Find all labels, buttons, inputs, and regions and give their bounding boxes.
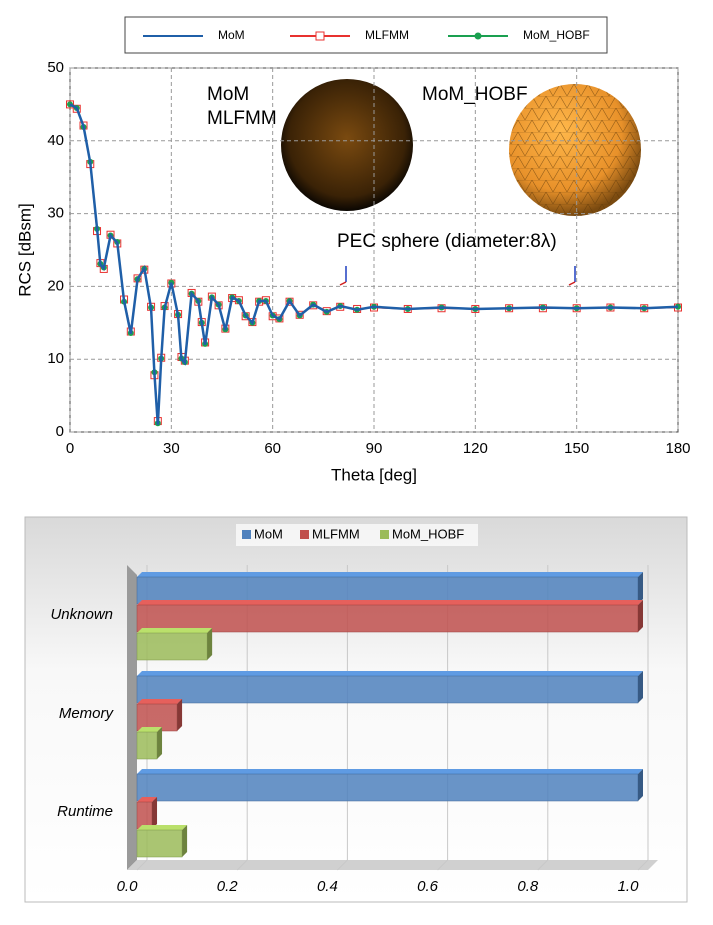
grid-line: [537, 859, 549, 871]
axis-glyph: [339, 266, 576, 286]
grid-line: [637, 859, 649, 871]
bar-side: [177, 699, 183, 731]
bar-side: [638, 769, 643, 801]
bar-side: [182, 825, 188, 857]
bar-side: [152, 797, 158, 829]
legend-swatch: [300, 530, 309, 539]
legend-label: MoM_HOBF: [523, 28, 590, 42]
bar-top: [137, 825, 188, 830]
bar-top: [137, 769, 643, 774]
y-tick-label: 10: [47, 350, 64, 367]
legend-label: MoM: [218, 28, 245, 42]
bar: [136, 829, 183, 858]
x-axis-label: Theta [deg]: [331, 465, 417, 484]
x-tick-label: 90: [366, 440, 383, 457]
grid-line: [136, 859, 148, 871]
legend-swatch: [315, 31, 325, 41]
x-tick-label: 0.8: [517, 878, 539, 895]
bar: [136, 632, 208, 661]
legend-label: MoM_HOBF: [392, 526, 464, 541]
grid-line: [337, 859, 348, 871]
bar: [136, 731, 158, 760]
bar-top: [137, 600, 643, 605]
bar: [136, 675, 639, 704]
sphere-mesh: [509, 84, 641, 216]
y-tick-label: Unknown: [50, 606, 113, 623]
bar-top: [137, 628, 213, 633]
bar-side: [638, 600, 643, 632]
legend-swatch: [474, 32, 482, 40]
floor: [127, 860, 658, 870]
bar: [136, 576, 639, 605]
y-axis-label: RCS [dBsm]: [15, 203, 34, 297]
bar: [136, 801, 153, 830]
bar-top: [137, 727, 163, 732]
x-tick-label: 0.6: [417, 878, 439, 895]
bar: [136, 703, 178, 732]
x-tick-label: 1.0: [618, 878, 640, 895]
bar-side: [207, 628, 213, 660]
y-tick-label: Runtime: [57, 803, 113, 820]
y-tick-label: 0: [56, 423, 64, 440]
y-tick-label: 30: [47, 205, 64, 222]
x-tick-label: 30: [163, 440, 180, 457]
legend-label: MoM: [254, 526, 283, 541]
y-tick-label: 40: [47, 132, 64, 149]
bar-top: [137, 671, 643, 676]
legend-swatch: [242, 530, 251, 539]
legend-box: [124, 16, 608, 54]
bar-side: [157, 727, 163, 759]
legend-swatch: [380, 530, 389, 539]
bar: [136, 604, 639, 633]
legend-box: [236, 524, 478, 546]
bar-top: [137, 572, 643, 577]
x-tick-label: 150: [564, 440, 589, 457]
annotation: MLFMM: [207, 108, 277, 129]
back-wall: [127, 565, 137, 870]
x-tick-label: 0.2: [217, 878, 239, 895]
bar: [136, 773, 639, 802]
bar-top: [137, 699, 183, 704]
bar-top: [137, 797, 158, 802]
y-tick-label: Memory: [59, 705, 115, 722]
annotation: MoM: [207, 84, 249, 105]
bar-side: [638, 671, 643, 703]
legend-label: MLFMM: [312, 526, 360, 541]
annotation: PEC sphere (diameter:8λ): [337, 231, 557, 252]
series-line: [69, 103, 679, 425]
legend-label: MLFMM: [365, 28, 409, 42]
grid-line: [236, 859, 248, 871]
y-tick-label: 50: [47, 59, 64, 76]
annotation: MoM_HOBF: [422, 84, 528, 105]
x-tick-label: 60: [264, 440, 281, 457]
x-tick-label: 0.0: [117, 878, 139, 895]
y-tick-label: 20: [47, 277, 64, 294]
bar-side: [638, 572, 643, 604]
grid-line: [437, 859, 448, 871]
x-tick-label: 120: [463, 440, 488, 457]
sphere-image: [281, 79, 413, 211]
x-tick-label: 0: [66, 440, 74, 457]
x-tick-label: 0.4: [317, 878, 338, 895]
x-tick-label: 180: [665, 440, 690, 457]
